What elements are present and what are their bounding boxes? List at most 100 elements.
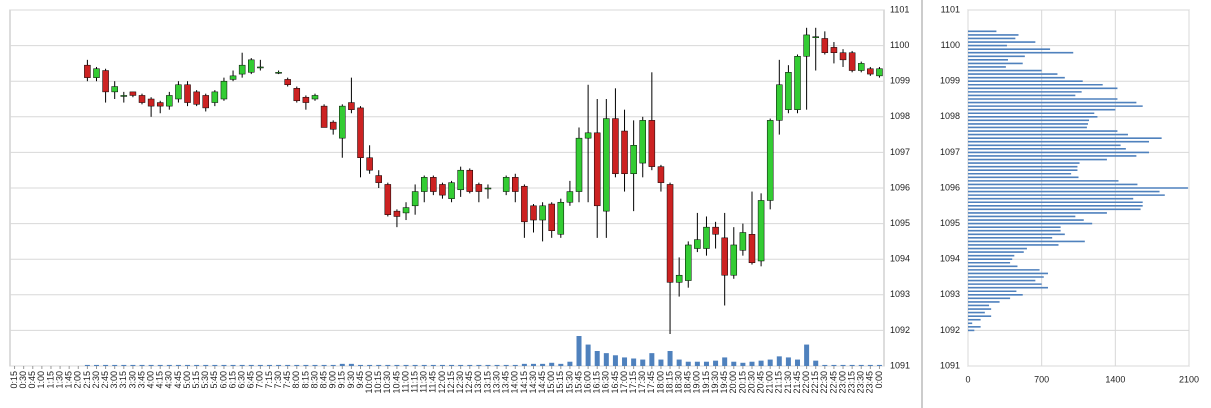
x-tick-label: 7:15	[264, 371, 274, 389]
x-tick-label: 0:15	[9, 371, 19, 389]
candle-body	[721, 237, 728, 276]
candle-body	[766, 120, 774, 201]
volume-bar	[403, 364, 409, 366]
x-tick-label: 1:30	[54, 371, 64, 389]
candle-body	[639, 120, 646, 164]
volume-bar	[276, 364, 282, 366]
candle-body	[93, 68, 100, 78]
candle-body	[339, 105, 346, 139]
volume-bar	[385, 364, 391, 366]
x-tick-label: 2:00	[73, 371, 83, 389]
candle-body	[730, 244, 738, 276]
x-tick-label: 12:45	[464, 371, 474, 394]
candle-body	[557, 201, 565, 235]
x-tick-label: 20:15	[737, 371, 747, 394]
candle-body	[220, 80, 228, 100]
y-tick-label: 1101	[890, 4, 909, 14]
x-tick-label: 9:15	[337, 371, 347, 389]
x-tick-label: 16:00	[582, 371, 592, 394]
y-tick-label: 1097	[940, 147, 960, 157]
volume-bar	[194, 364, 200, 366]
y-tick-label: 1100	[941, 40, 960, 50]
candle-body	[120, 95, 128, 97]
candle-body	[202, 95, 209, 109]
candle-body	[812, 36, 819, 38]
volume-bar	[203, 364, 209, 366]
y-tick-label: 1098	[940, 111, 960, 121]
volume-bar	[622, 357, 628, 366]
volume-bar	[731, 361, 737, 366]
volume-bar	[412, 364, 418, 366]
x-tick-label: 21:30	[783, 371, 793, 394]
volume-bar	[822, 364, 828, 366]
candle-body	[739, 232, 747, 251]
x-tick-label: 15:45	[573, 371, 583, 394]
volume-bar	[430, 364, 436, 366]
x-tick-label: 13:15	[482, 371, 492, 394]
y-tick-label: 1099	[890, 76, 910, 86]
volume-bar	[676, 359, 682, 366]
volume-bar	[367, 364, 373, 366]
volume-bar	[703, 361, 709, 366]
volume-bar	[831, 364, 837, 366]
y-tick-label: 1092	[890, 325, 910, 335]
volume-bar	[294, 364, 300, 366]
volume-bar	[540, 363, 546, 366]
candle-body	[712, 226, 719, 235]
candle-body	[439, 184, 446, 196]
x-tick-label: 1400	[1105, 374, 1125, 384]
volume-bar	[840, 364, 846, 366]
volume-bar	[649, 353, 655, 366]
candle-body	[147, 98, 155, 107]
y-tick-label: 1096	[890, 182, 910, 192]
x-tick-label: 700	[1034, 374, 1049, 384]
candle-body	[794, 56, 801, 110]
x-tick-label: 8:00	[291, 371, 301, 389]
x-tick-label: 3:15	[118, 371, 128, 389]
volume-bar	[558, 363, 564, 366]
y-tick-label: 1093	[890, 289, 910, 299]
volume-bar	[321, 364, 327, 366]
volume-bar	[93, 364, 99, 366]
volume-bar	[166, 364, 172, 366]
candle-body	[785, 72, 792, 110]
x-tick-label: 3:45	[136, 371, 146, 389]
candle-body	[420, 177, 428, 192]
candle-body	[876, 68, 883, 77]
x-tick-label: 22:15	[810, 371, 820, 394]
x-tick-label: 0:30	[18, 371, 28, 389]
candle-body	[411, 191, 419, 207]
volume-bar	[84, 364, 90, 366]
volume-bar	[148, 364, 154, 366]
y-tick-label: 1095	[940, 218, 960, 228]
volume-bar	[713, 360, 719, 366]
volume-bar	[330, 364, 336, 366]
volume-bar	[667, 351, 673, 366]
volume-bar	[339, 363, 345, 366]
volume-bar	[266, 364, 272, 366]
candle-body	[402, 207, 410, 214]
candle-body	[238, 64, 246, 75]
candle-body	[275, 72, 282, 74]
volume-bar	[421, 364, 427, 366]
x-tick-label: 2100	[1179, 374, 1199, 384]
candle-body	[621, 130, 628, 175]
x-tick-label: 8:45	[318, 371, 328, 389]
volume-bar	[139, 364, 145, 366]
x-tick-label: 17:30	[637, 371, 647, 394]
x-tick-label: 2:15	[82, 371, 92, 389]
volume-bar	[849, 364, 855, 366]
x-tick-label: 2:45	[100, 371, 110, 389]
candle-body	[675, 274, 683, 283]
x-tick-label: 5:30	[200, 371, 210, 389]
x-tick-label: 11:15	[410, 371, 420, 393]
x-tick-label: 16:45	[610, 371, 620, 394]
volume-bar	[485, 364, 491, 366]
candle-body	[448, 182, 455, 199]
candle-body	[530, 205, 537, 221]
x-tick-label: 5:45	[209, 371, 219, 389]
volume-bar	[776, 356, 782, 366]
volume-bar	[722, 357, 728, 366]
x-tick-label: 12:15	[446, 371, 456, 394]
x-tick-label: 18:30	[674, 371, 684, 394]
